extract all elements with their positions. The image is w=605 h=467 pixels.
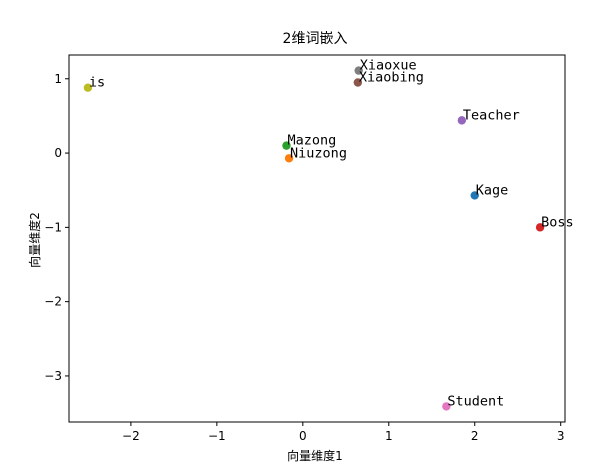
point-boss bbox=[535, 223, 545, 232]
x-tick-label: 2 bbox=[471, 429, 479, 443]
point-niuzong bbox=[284, 154, 294, 163]
y-tick-label: −1 bbox=[44, 220, 62, 234]
point-label-is: is bbox=[89, 75, 105, 91]
point-label-xiaobing: Xiaobing bbox=[359, 69, 424, 85]
x-tick-label: −2 bbox=[122, 429, 140, 443]
plot-frame bbox=[68, 54, 566, 423]
y-axis-label: 向量维度2 bbox=[27, 212, 42, 268]
point-label-student: Student bbox=[447, 393, 504, 409]
point-kage bbox=[470, 191, 479, 200]
y-tick-label: 1 bbox=[54, 72, 62, 86]
x-tick-label: 1 bbox=[385, 429, 393, 443]
x-tick-label: 3 bbox=[557, 429, 565, 443]
point-is bbox=[83, 83, 93, 92]
x-tick-label: 0 bbox=[299, 429, 307, 443]
point-label-mazong: Mazong bbox=[287, 133, 336, 149]
x-tick-label: −1 bbox=[208, 429, 226, 443]
y-tick-label: −2 bbox=[44, 295, 62, 309]
y-tick-label: −3 bbox=[44, 369, 62, 383]
point-xiaoxue bbox=[354, 66, 363, 75]
point-mazong bbox=[282, 141, 291, 150]
point-label-teacher: Teacher bbox=[463, 107, 520, 123]
chart-title: 2维词嵌入 bbox=[283, 31, 348, 47]
point-label-boss: Boss bbox=[541, 214, 574, 230]
x-axis-label: 向量维度1 bbox=[287, 448, 343, 463]
point-xiaobing bbox=[353, 78, 363, 87]
point-label-niuzong: Niuzong bbox=[290, 145, 347, 161]
point-label-xiaoxue: Xiaoxue bbox=[360, 58, 417, 74]
y-tick-label: 0 bbox=[54, 146, 62, 160]
point-label-kage: Kage bbox=[476, 182, 509, 198]
point-student bbox=[442, 402, 451, 411]
point-teacher bbox=[457, 116, 467, 125]
